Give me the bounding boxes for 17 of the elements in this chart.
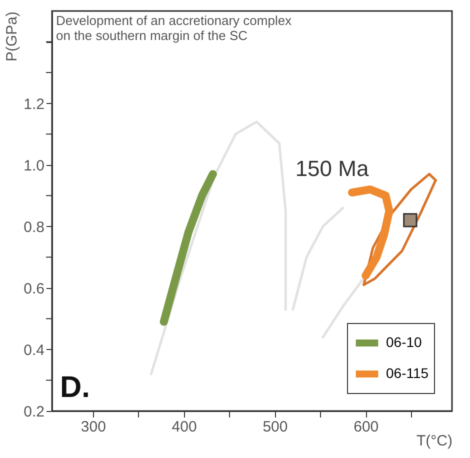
x-tick-label: 300 (80, 418, 106, 436)
annotation: D. (60, 371, 90, 404)
y-tick-label: 0.8 (24, 218, 44, 236)
y-tick-label: 0.4 (24, 342, 44, 359)
y-tick-label: 0.2 (24, 404, 44, 420)
x-tick-label: 600 (354, 418, 379, 436)
y-axis-title: P(GPa) (4, 12, 21, 62)
y-tick-label: 0.6 (24, 280, 44, 298)
x-axis-title: T(°C) (416, 432, 453, 450)
x-tick-label: 400 (172, 418, 197, 436)
legend-label: 06-10 (386, 334, 422, 350)
y-tick-label: 1.2 (24, 96, 44, 113)
y-tick-label: 1.0 (24, 157, 44, 174)
x-tick-label: 500 (262, 418, 288, 436)
legend-label: 06-115 (386, 365, 429, 381)
annotation: 150 Ma (295, 156, 370, 181)
text: Development of an accretionary complex on the southern margin of the SC (56, 13, 292, 43)
